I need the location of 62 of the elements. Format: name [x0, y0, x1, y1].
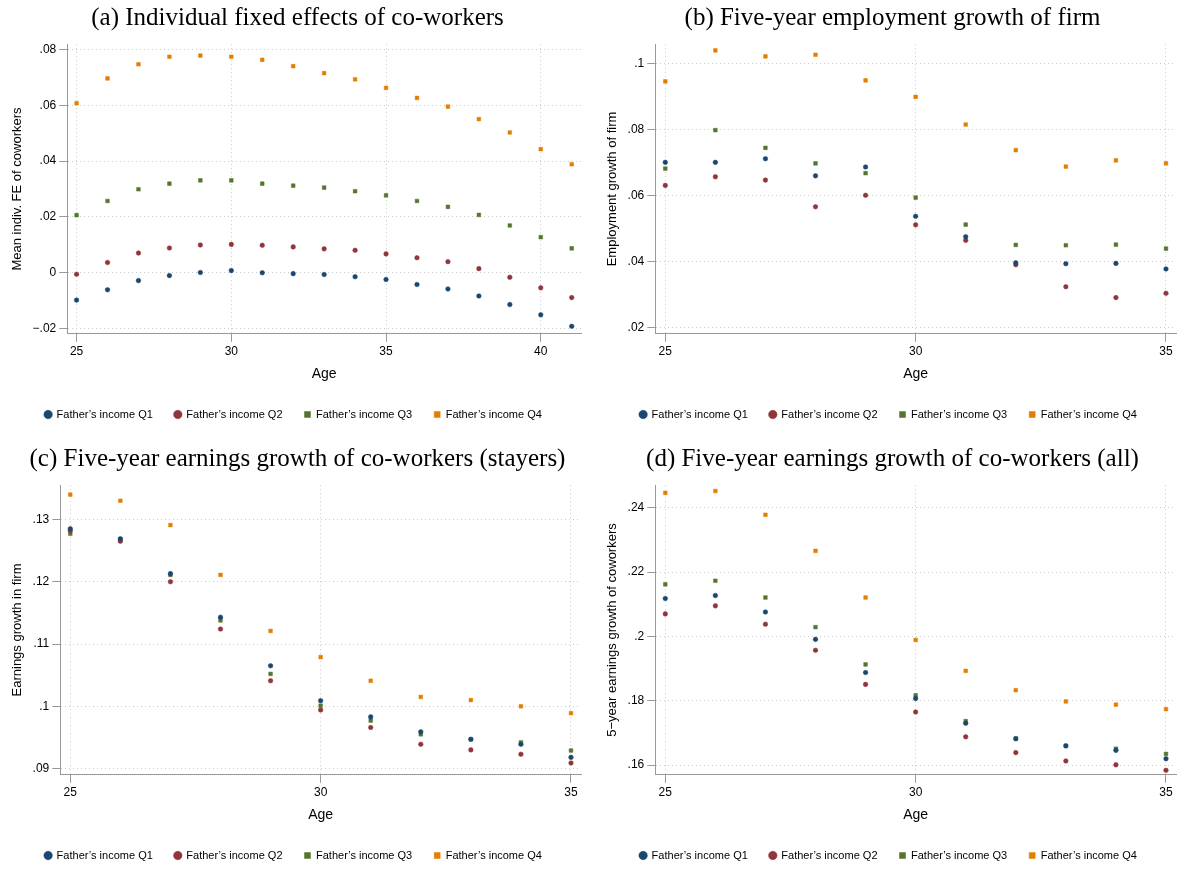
- y-tick-label: .13: [32, 511, 50, 526]
- x-axis-title: Age: [311, 365, 337, 382]
- y-tick-label: .06: [627, 187, 645, 202]
- y-tick-label: .02: [627, 319, 645, 334]
- x-tick-label: 30: [224, 344, 239, 359]
- legend-label: Father’s income Q2: [781, 848, 878, 861]
- x-axis-title: Age: [308, 806, 334, 823]
- chart-title: (b) Five-year employment growth of firm: [683, 2, 1102, 33]
- legend-label: Father’s income Q1: [651, 848, 748, 861]
- y-tick-label: −.02: [32, 320, 57, 335]
- x-tick-label: 35: [564, 785, 578, 800]
- x-tick-label: 25: [63, 785, 78, 800]
- y-tick-label: .11: [33, 636, 50, 651]
- chart-title: (c) Five-year earnings growth of co-workers (stayers): [28, 443, 567, 474]
- legend-label: Father’s income Q2: [781, 407, 878, 420]
- chart-title: (a) Individual fixed effects of co-workers: [90, 2, 505, 33]
- legend-label: Father’s income Q4: [1040, 848, 1137, 861]
- y-axis-title: Employment growth of firm: [604, 111, 620, 267]
- legend-label: Father’s income Q3: [911, 848, 1008, 861]
- y-axis-title: Earnings growth in firm: [9, 563, 25, 697]
- y-tick-label: .22: [627, 564, 645, 579]
- y-tick-label: .08: [39, 42, 57, 57]
- y-tick-label: .04: [39, 153, 57, 168]
- legend-label: Father’s income Q1: [651, 407, 748, 420]
- chart-title: (d) Five-year earnings growth of co-workers (all): [645, 443, 1140, 474]
- x-tick-label: 40: [534, 344, 548, 359]
- legend-label: Father’s income Q3: [911, 407, 1008, 420]
- legend-label: Father’s income Q4: [445, 407, 542, 420]
- legend-label: Father’s income Q3: [316, 407, 413, 420]
- x-tick-label: 30: [908, 344, 923, 359]
- y-tick-label: .09: [32, 760, 50, 775]
- legend-label: Father’s income Q2: [186, 848, 283, 861]
- y-tick-label: .06: [39, 97, 57, 112]
- x-axis-title: Age: [903, 365, 929, 382]
- y-tick-label: .1: [634, 56, 645, 71]
- x-axis-title: Age: [903, 806, 929, 823]
- legend-label: Father’s income Q1: [56, 848, 153, 861]
- x-tick-label: 25: [658, 785, 673, 800]
- y-tick-label: .02: [39, 209, 57, 224]
- y-tick-label: .04: [627, 253, 645, 268]
- y-tick-label: .18: [627, 693, 645, 708]
- y-tick-label: .2: [634, 628, 645, 643]
- legend-label: Father’s income Q4: [1040, 407, 1137, 420]
- y-axis-title: Mean indiv. FE of coworkers: [9, 106, 25, 271]
- y-tick-label: .08: [627, 122, 645, 137]
- legend-label: Father’s income Q2: [186, 407, 283, 420]
- y-tick-label: .16: [627, 757, 645, 772]
- x-tick-label: 30: [313, 785, 328, 800]
- x-tick-label: 35: [379, 344, 394, 359]
- y-tick-label: .12: [32, 574, 50, 589]
- x-tick-label: 35: [1159, 344, 1173, 359]
- x-tick-label: 30: [908, 785, 923, 800]
- x-tick-label: 25: [69, 344, 84, 359]
- y-tick-label: 0: [49, 264, 57, 279]
- y-tick-label: .24: [627, 500, 645, 515]
- y-tick-label: .1: [39, 698, 50, 713]
- y-axis-title: 5−year earnings growth of coworkers: [604, 522, 620, 737]
- x-tick-label: 35: [1159, 785, 1173, 800]
- legend-label: Father’s income Q3: [316, 848, 413, 861]
- legend-label: Father’s income Q1: [56, 407, 153, 420]
- x-tick-label: 25: [658, 344, 673, 359]
- legend-label: Father’s income Q4: [445, 848, 542, 861]
